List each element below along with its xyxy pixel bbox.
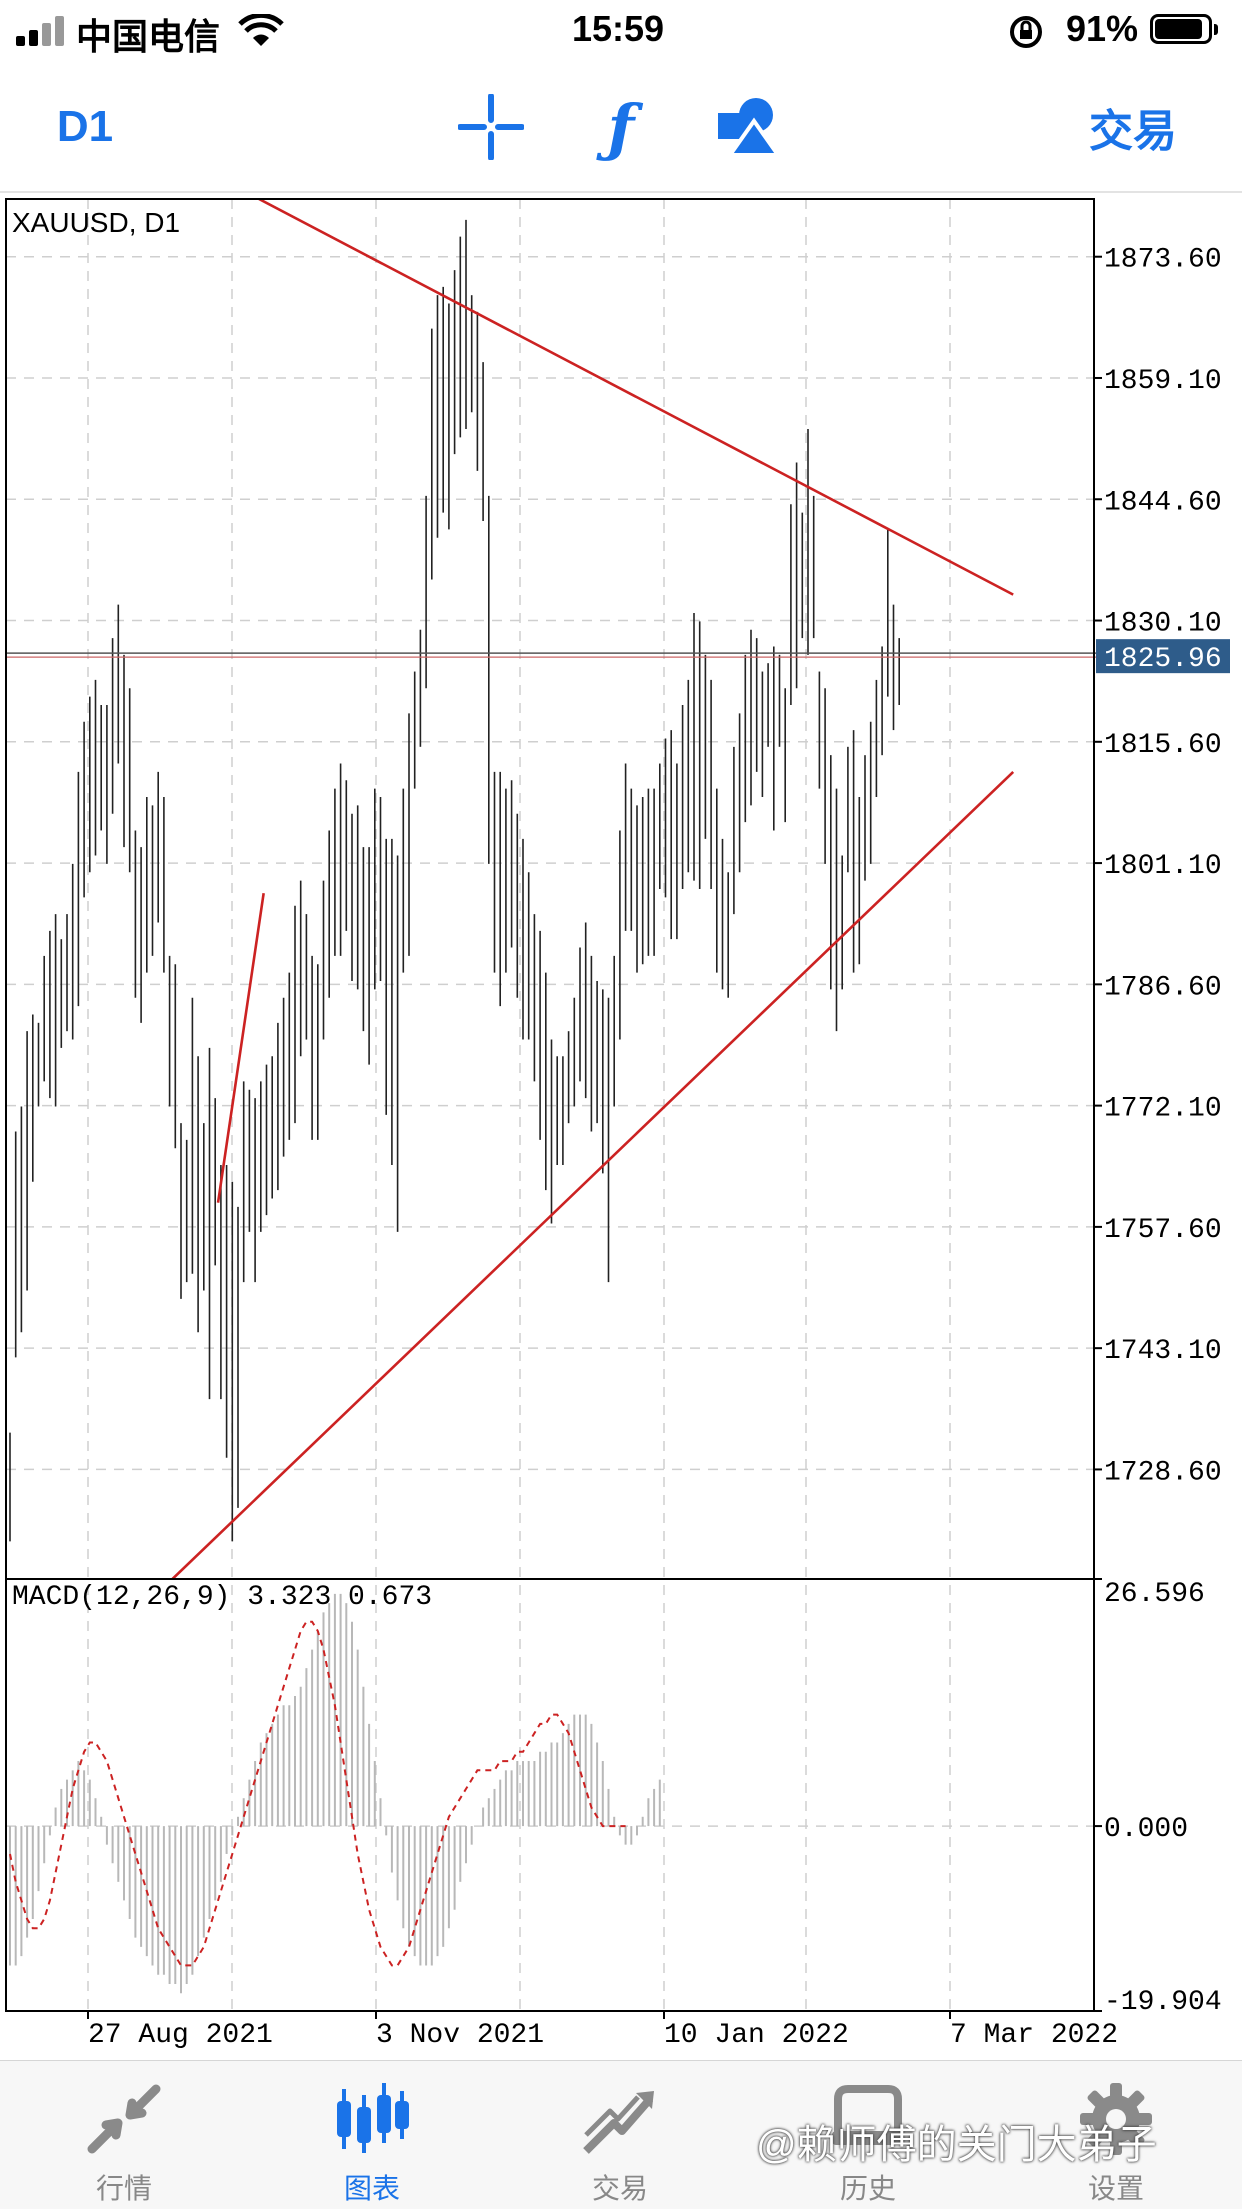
price-tick-label: 1801.10 (1104, 851, 1222, 882)
tab-label: 图表 (343, 2173, 400, 2204)
indicators-button[interactable]: ƒ (576, 64, 666, 190)
short-trendline (216, 892, 265, 1203)
macd-tick-label: 0.000 (1104, 1814, 1188, 1845)
price-tick-label: 1815.60 (1104, 730, 1222, 761)
function-icon: ƒ (607, 90, 635, 164)
timeframe-label: D1 (56, 102, 114, 151)
tab-label: 设置 (1087, 2173, 1144, 2204)
history-icon (832, 2085, 904, 2145)
macd-signal-line (9, 1620, 626, 1967)
trade-label: 交易 (1089, 107, 1177, 156)
lower-trendline (171, 770, 1015, 1579)
clock: 15:59 (572, 8, 665, 49)
objects-icon (718, 98, 782, 157)
crosshair-button[interactable] (446, 64, 536, 190)
battery-percent: 91% (1066, 8, 1139, 49)
status-bar: 中国电信 15:59 91% (0, 0, 1242, 64)
wifi-icon (238, 14, 284, 46)
price-tick-label: 1844.60 (1104, 487, 1222, 518)
orientation-lock-icon (1010, 16, 1042, 48)
price-tick-label: 1859.10 (1104, 366, 1222, 397)
price-tick-label: 1728.60 (1104, 1457, 1222, 1488)
price-tick-label: 1772.10 (1104, 1094, 1222, 1125)
tab-history[interactable]: 历史 (744, 2061, 992, 2209)
chart-area[interactable]: 1873.60 1859.10 1844.60 1830.10 1815.60 1801.… (0, 193, 1242, 2059)
watermark: @赖师傅的关门大弟子 (756, 2123, 1157, 2167)
chart-symbol-title: XAUUSD, D1 (12, 207, 180, 238)
chart-frame (5, 198, 1095, 2012)
macd-tick-label: 26.596 (1104, 1579, 1205, 1610)
carrier-name: 中国电信 (76, 16, 221, 57)
macd-title: MACD(12,26,9) 3.323 0.673 (12, 1582, 432, 1613)
toolbar-divider (0, 191, 1242, 193)
tab-bar: 行情 图表 交易 历史 (0, 2060, 1242, 2209)
chart-canvas[interactable]: 1873.60 1859.10 1844.60 1830.10 1815.60 1801.… (0, 193, 1242, 2059)
tab-trade[interactable]: 交易 (496, 2061, 744, 2209)
battery-icon (1150, 14, 1220, 48)
macd-tick-label: -19.904 (1104, 1987, 1222, 2018)
tab-quotes[interactable]: 行情 (0, 2061, 248, 2209)
time-axis-label: 27 Aug 2021 (88, 2020, 273, 2051)
current-price-label: 1825.96 (1104, 644, 1222, 675)
objects-button[interactable] (704, 64, 794, 190)
tab-settings[interactable]: 设置 (992, 2061, 1240, 2209)
trade-trend-icon (583, 2091, 654, 2154)
signal-icon (16, 16, 72, 46)
tab-label: 历史 (839, 2173, 896, 2204)
current-price-label-bg (1096, 639, 1230, 674)
upper-trendline (256, 199, 1014, 596)
settings-gear-icon (1080, 2083, 1152, 2155)
trade-button[interactable]: 交易 (1070, 64, 1196, 190)
price-tick-label: 1873.60 (1104, 245, 1222, 276)
tab-label: 行情 (95, 2173, 152, 2204)
tab-label: 交易 (591, 2173, 648, 2204)
quotes-arrows-icon (87, 2084, 161, 2154)
time-axis-label: 3 Nov 2021 (376, 2020, 544, 2051)
time-axis-label: 7 Mar 2022 (950, 2020, 1118, 2051)
price-tick-label: 1757.60 (1104, 1215, 1222, 1246)
price-tick-label: 1830.10 (1104, 609, 1222, 640)
crosshair-icon (458, 94, 524, 160)
price-tick-label: 1786.60 (1104, 972, 1222, 1003)
chart-bars-icon (337, 2083, 409, 2153)
time-axis-label: 10 Jan 2022 (664, 2020, 849, 2051)
price-tick-label: 1743.10 (1104, 1336, 1222, 1367)
chart-toolbar: D1 ƒ 交易 (0, 64, 1242, 190)
timeframe-button[interactable]: D1 (30, 64, 140, 190)
tab-chart[interactable]: 图表 (248, 2061, 496, 2209)
